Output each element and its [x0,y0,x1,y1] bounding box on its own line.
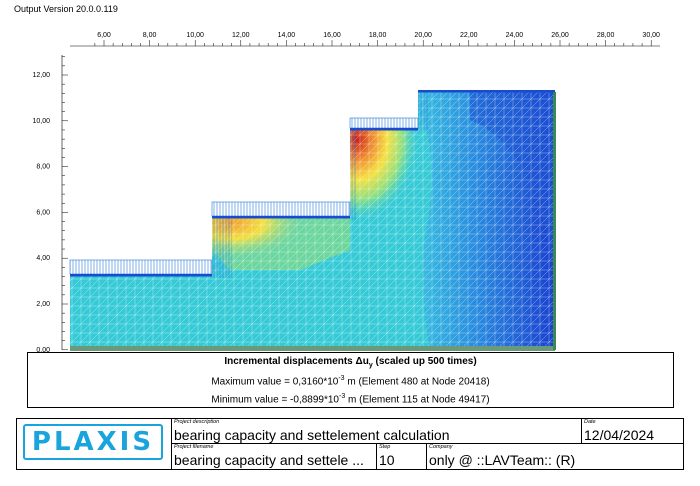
x-tick-label: 22,00 [460,32,478,39]
soil-model [70,92,556,351]
x-tick-label: 16,00 [323,32,341,39]
step-cell: Step 10 [376,444,426,469]
x-tick-label: 20,00 [414,32,432,39]
x-tick-label: 8,00 [143,32,157,39]
project-filename: bearing capacity and settele ... [174,452,364,468]
surface-loads [69,90,555,277]
logo-area: PLAXIS [17,419,172,469]
title-block: PLAXIS Project description bearing capac… [16,418,684,470]
y-tick-label: 6,00 [36,209,50,216]
company-label: Company [429,444,453,450]
model-plot: 6,00 8,00 10,00 12,00 14,00 16,00 18,00 20,00 22… [32,32,660,352]
x-tick-label: 26,00 [551,32,569,39]
project-description-cell: Project description bearing capacity and… [171,419,581,444]
x-tick-label: 24,00 [506,32,524,39]
project-filename-cell: Project filename bearing capacity and se… [171,444,376,469]
y-tick-label: 8,00 [36,164,50,171]
y-tick-label: 4,00 [36,255,50,262]
date-label: Date [584,419,596,425]
y-tick-label: 0,00 [36,347,50,352]
plaxis-logo: PLAXIS [23,424,163,460]
output-version: Output Version 20.0.0.119 [14,4,118,14]
step-value: 10 [379,452,395,468]
min-value-text: Minimum value = -0,8899*10-3 m (Element … [211,393,490,406]
y-tick-label: 12,00 [32,72,50,79]
step-label: Step [379,444,391,450]
x-tick-label: 14,00 [278,32,296,39]
results-legend: Incremental displacements Δuy (scaled up… [27,352,674,408]
y-tick-label: 10,00 [32,118,50,125]
company-value: only @ ::LAVTeam:: (R) [429,452,576,468]
x-tick-label: 28,00 [597,32,615,39]
company-cell: Company only @ ::LAVTeam:: (R) [426,444,684,469]
x-tick-label: 6,00 [97,32,111,39]
legend-title: Incremental displacements Δuy (scaled up… [224,356,477,369]
x-tick-label: 18,00 [369,32,387,39]
x-tick-label: 10,00 [186,32,204,39]
x-tick-label: 12,00 [232,32,250,39]
date-value: 12/04/2024 [584,427,655,443]
project-filename-label: Project filename [174,444,214,450]
date-cell: Date 12/04/2024 [581,419,684,444]
project-description: bearing capacity and settelement calcula… [174,427,450,443]
y-tick-label: 2,00 [36,301,50,308]
max-value-text: Maximum value = 0,3160*10-3 m (Element 4… [211,375,490,388]
project-description-label: Project description [174,419,220,425]
x-tick-label: 30,00 [642,32,660,39]
